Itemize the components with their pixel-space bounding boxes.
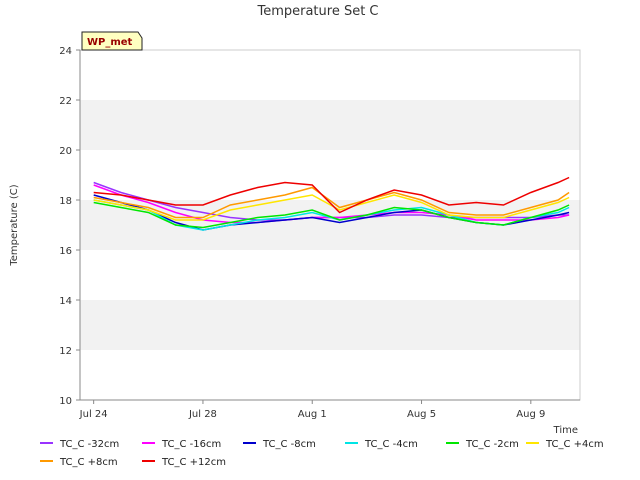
x-tick-label: Jul 24 [79,409,108,420]
y-tick-label: 18 [59,196,72,207]
grid-band [80,150,580,200]
y-axis-label: Temperature (C) [9,184,20,266]
y-tick-label: 16 [59,246,72,257]
legend-label: TC_C -8cm [262,439,316,450]
y-tick-label: 10 [59,396,72,407]
legend-label: TC_C +12cm [161,457,226,468]
y-tick-label: 12 [59,346,72,357]
grid-band [80,350,580,400]
legend: TC_C -32cm TC_C -16cm TC_C -8cm TC_C -4cm TC… [40,439,604,468]
series-line [93,176,570,214]
grid-band [80,250,580,300]
annotation-box [81,31,143,51]
annotation-badge: WP_met [81,31,143,51]
series-lines [93,176,570,231]
y-tick-label: 14 [59,296,72,307]
legend-label: TC_C -32cm [59,439,119,450]
y-axis: 10 12 14 16 18 20 22 24 [59,46,81,407]
grid-band [80,50,580,100]
series-line [93,201,570,229]
x-tick-label: Jul 28 [188,409,217,420]
x-tick-label: Aug 9 [516,409,545,420]
series-line [93,184,570,224]
legend-label: TC_C -4cm [364,439,418,450]
x-tick-label: Aug 1 [298,409,327,420]
y-tick-label: 20 [59,146,72,157]
legend-label: TC_C -16cm [161,439,221,450]
y-tick-label: 22 [59,96,72,107]
legend-label: TC_C -2cm [465,439,519,450]
x-axis: Jul 24 Jul 28 Aug 1 Aug 5 Aug 9 [79,399,580,420]
grid-band [80,100,580,150]
chart-title: Temperature Set C [256,4,378,19]
series-line [93,194,570,221]
grid-bands [80,50,580,400]
legend-label: TC_C +8cm [59,457,118,468]
y-tick-label: 24 [59,46,72,57]
x-tick-label: Aug 5 [407,409,436,420]
annotation-text: WP_met [87,37,133,48]
series-line [93,186,570,219]
x-axis-label: Time [553,425,578,436]
grid-band [80,300,580,350]
legend-label: TC_C +4cm [545,439,604,450]
